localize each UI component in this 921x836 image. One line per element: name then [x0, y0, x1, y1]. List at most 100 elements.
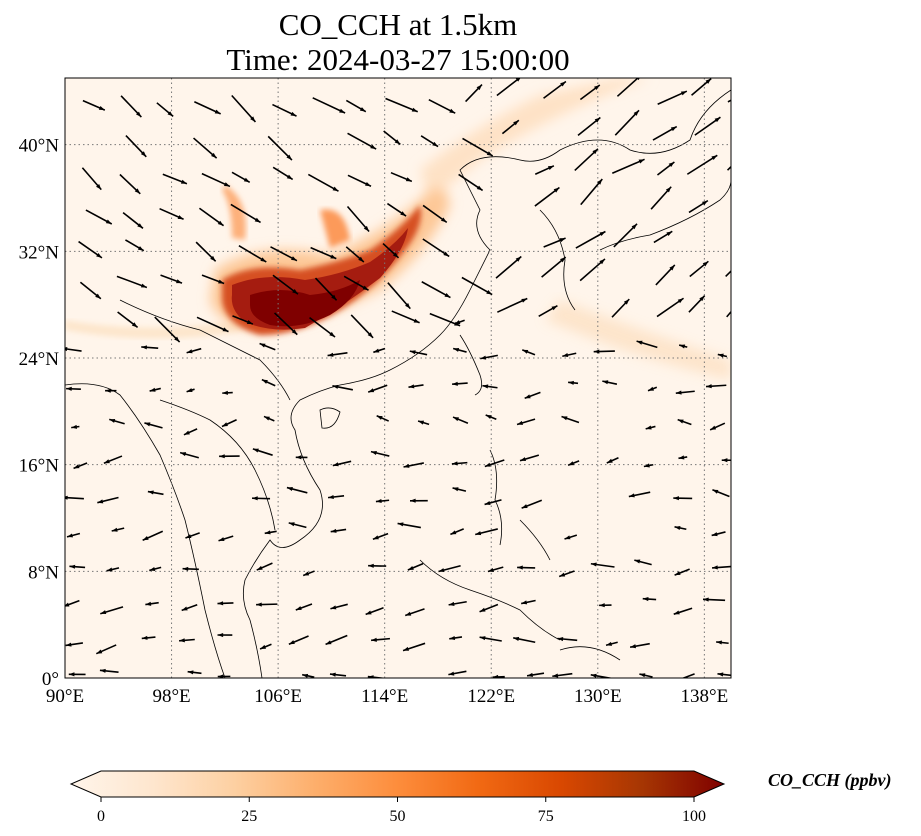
- wind-arrow: [543, 80, 567, 99]
- wind-arrow: [636, 340, 658, 349]
- y-tick-label: 24°N: [19, 349, 60, 370]
- wind-arrow: [462, 137, 494, 157]
- wind-arrow: [99, 668, 119, 674]
- wind-arrow: [272, 103, 297, 117]
- wind-arrow: [375, 498, 390, 504]
- wind-arrow: [452, 416, 469, 425]
- wind-arrow: [568, 380, 579, 385]
- wind-arrow: [461, 276, 493, 296]
- wind-arrow: [656, 297, 685, 318]
- wind-arrow: [141, 345, 159, 350]
- y-tick-label: 0°: [42, 669, 59, 690]
- wind-arrow: [428, 98, 456, 114]
- wind-arrow: [256, 562, 273, 571]
- wind-arrow: [403, 462, 424, 468]
- wind-arrow: [577, 116, 601, 137]
- wind-arrow: [181, 604, 198, 612]
- wind-arrow: [368, 563, 387, 568]
- wind-arrow: [712, 489, 730, 498]
- wind-arrow: [347, 174, 372, 187]
- wind-arrow: [252, 496, 271, 501]
- wind-arrow: [475, 528, 498, 536]
- y-tick-label: 8°N: [28, 562, 59, 583]
- wind-arrow: [521, 349, 536, 356]
- wind-arrow: [534, 186, 560, 207]
- colorbar-tick-label: 100: [682, 808, 706, 825]
- colorbar-tick-label: 50: [390, 808, 406, 825]
- wind-arrow: [286, 486, 308, 494]
- wind-arrow: [562, 352, 577, 358]
- wind-arrow: [309, 316, 336, 338]
- wind-arrow: [449, 635, 463, 641]
- wind-arrow: [106, 567, 120, 572]
- wind-arrow: [142, 530, 164, 541]
- wind-arrow: [575, 230, 606, 249]
- wind-arrow: [383, 130, 401, 146]
- wind-arrow: [65, 346, 82, 352]
- wind-arrow: [103, 455, 123, 465]
- wind-arrow: [382, 242, 400, 259]
- x-tick-label: 114°E: [361, 686, 408, 707]
- wind-arrow: [496, 78, 521, 97]
- wind-arrow: [397, 522, 421, 529]
- wind-arrow: [332, 384, 353, 391]
- wind-arrow: [501, 119, 520, 135]
- wind-arrow: [686, 154, 718, 175]
- wind-arrow: [678, 455, 688, 460]
- wind-arrow: [105, 388, 117, 393]
- wind-arrow: [73, 462, 88, 470]
- wind-arrow: [409, 498, 428, 503]
- wind-arrow: [116, 275, 148, 289]
- wind-arrow: [125, 135, 147, 158]
- wind-arrow: [391, 310, 420, 324]
- wind-arrow: [95, 644, 117, 655]
- wind-arrow: [717, 672, 731, 677]
- wind-arrow: [497, 297, 528, 313]
- wind-arrow: [521, 599, 536, 605]
- wind-arrow: [593, 349, 615, 354]
- wind-arrow: [673, 496, 693, 501]
- wind-arrow: [345, 246, 365, 263]
- wind-arrow: [387, 282, 411, 310]
- wind-arrow: [705, 384, 727, 389]
- wind-arrow: [417, 420, 430, 426]
- x-tick-label: 130°E: [574, 686, 622, 707]
- co-concentration-field: [65, 78, 731, 380]
- wind-arrow: [272, 274, 299, 295]
- wind-arrow: [420, 135, 439, 148]
- wind-arrow: [650, 186, 672, 210]
- wind-arrow: [100, 606, 124, 615]
- x-tick-label: 106°E: [254, 686, 302, 707]
- wind-arrow: [327, 352, 348, 357]
- wind-arrow: [71, 424, 80, 429]
- wind-arrow: [674, 568, 690, 576]
- wind-arrow: [482, 384, 498, 389]
- wind-arrow: [517, 565, 536, 570]
- wind-arrow: [125, 239, 145, 252]
- wind-arrow: [485, 414, 497, 421]
- wind-arrow: [230, 203, 261, 224]
- wind-arrow: [495, 255, 522, 279]
- wind-arrow: [487, 566, 504, 573]
- wind-arrow: [590, 673, 614, 678]
- wind-arrow: [160, 274, 183, 284]
- wind-arrow: [688, 199, 709, 214]
- wind-arrow: [221, 419, 237, 428]
- wind-arrow: [256, 602, 278, 607]
- colorbar-tick-label: 75: [538, 808, 554, 825]
- wind-arrow: [602, 380, 618, 385]
- wind-arrow: [219, 454, 240, 459]
- wind-arrow: [655, 264, 676, 286]
- wind-arrow: [217, 601, 234, 606]
- wind-arrow: [647, 386, 658, 392]
- wind-arrow: [606, 457, 619, 464]
- wind-arrow: [222, 390, 233, 395]
- wind-arrow: [185, 532, 200, 539]
- wind-arrow: [302, 570, 315, 577]
- wind-arrow: [673, 607, 693, 615]
- wind-arrow: [327, 494, 345, 500]
- wind-arrow: [201, 172, 231, 188]
- wind-arrow: [232, 315, 254, 325]
- wind-arrow: [78, 240, 103, 259]
- axis-ticks: 90°E 98°E 106°E 114°E 122°E 130°E 138°E 0° 8°N 16…: [19, 136, 729, 707]
